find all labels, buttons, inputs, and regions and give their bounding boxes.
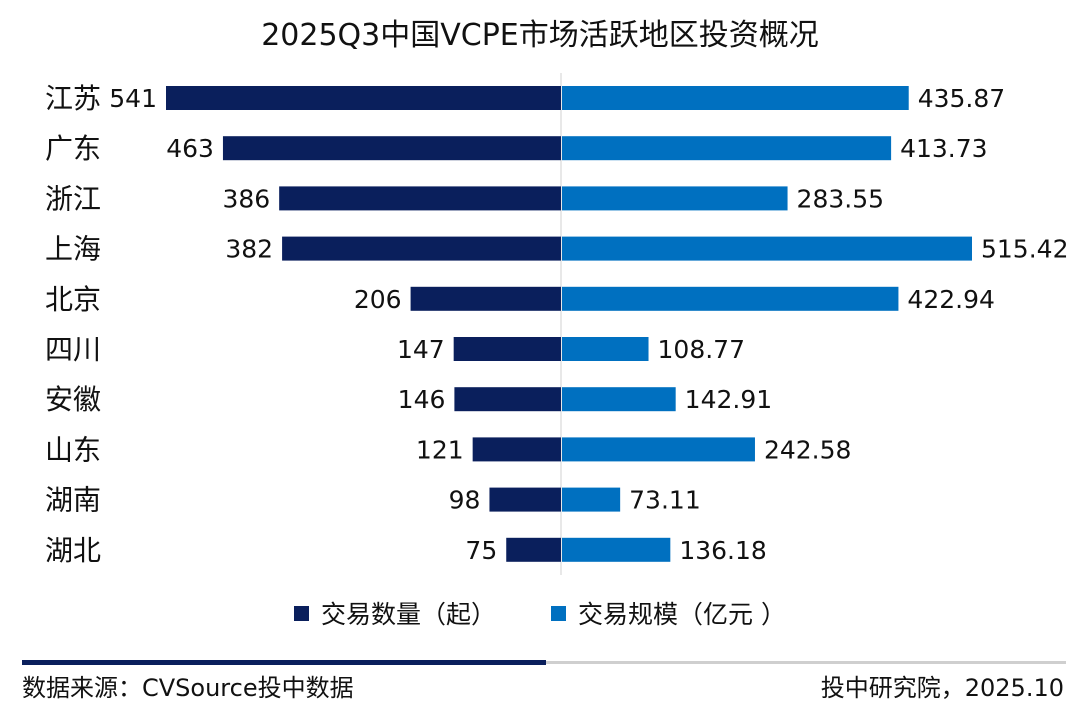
- bar-count: [282, 236, 561, 261]
- category-label: 江苏: [45, 82, 101, 115]
- data-label-amount: 435.87: [918, 84, 1005, 113]
- data-label-amount: 142.91: [685, 385, 772, 414]
- bar-count: [166, 86, 561, 110]
- data-label-amount: 108.77: [658, 335, 745, 364]
- bar-amount: [562, 236, 972, 261]
- data-label-amount: 422.94: [907, 285, 994, 314]
- data-label-amount: 515.42: [981, 235, 1068, 264]
- legend: 交易数量（起） 交易规模（亿元 ）: [0, 595, 1080, 631]
- data-label-amount: 413.73: [900, 134, 987, 163]
- bar-count: [222, 136, 562, 161]
- diverging-bar-chart: 江苏 541 435.87 广东 463 413.73 浙江 386 283.55 上海 382 51…: [45, 73, 1068, 575]
- legend-swatch-amount: [551, 605, 567, 621]
- data-label-count: 386: [222, 184, 270, 213]
- data-label-count: 98: [449, 486, 481, 515]
- bar-count: [453, 337, 561, 361]
- category-label: 湖南: [45, 484, 101, 517]
- data-label-amount: 283.55: [797, 184, 884, 213]
- category-label: 安徽: [45, 383, 101, 416]
- footer-divider-light: [546, 661, 1066, 664]
- data-label-count: 121: [416, 435, 464, 464]
- category-label: 浙江: [45, 182, 101, 215]
- legend-item-count: 交易数量（起）: [294, 595, 496, 631]
- bar-amount: [562, 286, 899, 311]
- footer-divider-dark: [22, 660, 546, 665]
- category-label: 北京: [45, 283, 101, 316]
- bar-amount: [562, 387, 676, 412]
- bar-count: [410, 286, 561, 311]
- source-note: 数据来源：CVSource投中数据: [22, 674, 354, 702]
- category-label: 山东: [45, 433, 101, 466]
- bar-count: [279, 186, 561, 211]
- bar-amount: [562, 487, 621, 512]
- category-label: 上海: [45, 233, 101, 266]
- bar-amount: [562, 136, 892, 161]
- data-label-count: 541: [109, 84, 157, 113]
- data-label-amount: 73.11: [629, 486, 701, 515]
- bar-amount: [562, 86, 909, 110]
- data-label-count: 382: [225, 235, 273, 264]
- bar-count: [506, 537, 561, 562]
- category-label: 广东: [45, 132, 101, 165]
- legend-item-amount: 交易规模（亿元 ）: [551, 595, 786, 631]
- data-label-amount: 242.58: [764, 435, 851, 464]
- bar-count: [472, 437, 561, 462]
- bar-amount: [562, 337, 649, 361]
- chart-title: 2025Q3中国VCPE市场活跃地区投资概况: [261, 18, 819, 53]
- data-label-count: 75: [465, 536, 497, 565]
- legend-label-amount: 交易规模（亿元 ）: [578, 600, 786, 629]
- data-label-count: 206: [354, 285, 402, 314]
- data-label-count: 146: [398, 385, 446, 414]
- bar-amount: [562, 186, 788, 211]
- bar-count: [454, 387, 561, 412]
- bar-count: [489, 487, 561, 512]
- bar-amount: [562, 537, 671, 562]
- category-label: 四川: [45, 333, 101, 366]
- bar-amount: [562, 437, 755, 462]
- data-label-count: 463: [166, 134, 214, 163]
- category-label: 湖北: [45, 534, 101, 567]
- credit-note: 投中研究院，2025.10: [820, 674, 1064, 702]
- legend-swatch-count: [294, 605, 310, 621]
- data-label-amount: 136.18: [679, 536, 766, 565]
- legend-label-count: 交易数量（起）: [321, 600, 497, 629]
- data-label-count: 147: [397, 335, 445, 364]
